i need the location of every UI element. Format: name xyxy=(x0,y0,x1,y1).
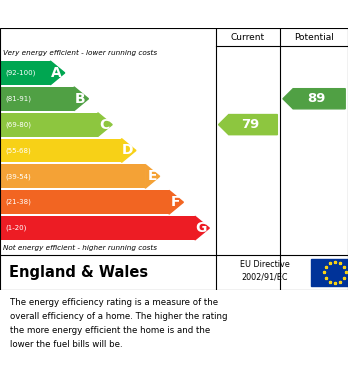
Text: 89: 89 xyxy=(307,92,325,105)
Text: Current: Current xyxy=(231,32,265,41)
Polygon shape xyxy=(283,89,345,109)
Text: 79: 79 xyxy=(241,118,259,131)
Polygon shape xyxy=(219,115,277,135)
Bar xyxy=(1,113,98,136)
Text: (81-91): (81-91) xyxy=(5,95,31,102)
Text: Potential: Potential xyxy=(294,32,334,41)
Polygon shape xyxy=(121,138,136,162)
Text: Very energy efficient - lower running costs: Very energy efficient - lower running co… xyxy=(3,50,158,56)
Text: D: D xyxy=(122,143,133,158)
Text: (21-38): (21-38) xyxy=(5,199,31,205)
Text: (39-54): (39-54) xyxy=(5,173,31,179)
Text: The energy efficiency rating is a measure of the
overall efficiency of a home. T: The energy efficiency rating is a measur… xyxy=(10,298,228,349)
Polygon shape xyxy=(169,190,183,214)
Text: England & Wales: England & Wales xyxy=(9,265,148,280)
Text: E: E xyxy=(148,169,157,183)
Text: (92-100): (92-100) xyxy=(5,70,35,76)
Text: C: C xyxy=(99,118,109,132)
Bar xyxy=(311,259,348,285)
Text: (1-20): (1-20) xyxy=(5,225,26,231)
Polygon shape xyxy=(74,87,88,111)
Bar xyxy=(1,165,145,188)
Bar xyxy=(1,138,121,162)
Bar xyxy=(1,190,169,214)
Text: Energy Efficiency Rating: Energy Efficiency Rating xyxy=(9,7,219,22)
Polygon shape xyxy=(50,61,65,85)
Text: (69-80): (69-80) xyxy=(5,121,31,128)
Text: F: F xyxy=(171,195,181,209)
Text: EU Directive
2002/91/EC: EU Directive 2002/91/EC xyxy=(240,260,289,282)
Polygon shape xyxy=(145,165,160,188)
Text: A: A xyxy=(51,66,62,80)
Bar xyxy=(1,61,50,85)
Text: G: G xyxy=(195,221,206,235)
Bar xyxy=(1,87,74,111)
Text: (55-68): (55-68) xyxy=(5,147,31,154)
Bar xyxy=(1,216,195,240)
Text: Not energy efficient - higher running costs: Not energy efficient - higher running co… xyxy=(3,245,158,251)
Polygon shape xyxy=(98,113,112,136)
Polygon shape xyxy=(195,216,209,240)
Text: B: B xyxy=(75,92,86,106)
